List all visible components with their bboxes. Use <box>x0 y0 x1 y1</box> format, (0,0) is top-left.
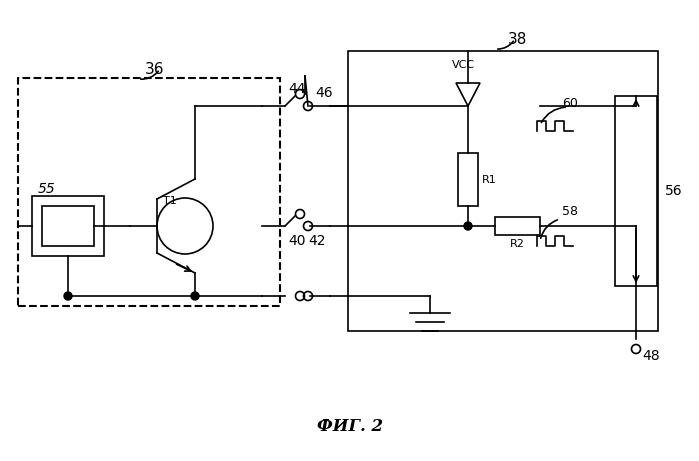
Text: 48: 48 <box>642 349 660 363</box>
Text: ФИГ. 2: ФИГ. 2 <box>317 418 383 435</box>
Text: 58: 58 <box>562 205 578 218</box>
Text: T1: T1 <box>163 196 177 206</box>
Text: 60: 60 <box>562 96 578 110</box>
Circle shape <box>191 292 199 300</box>
Circle shape <box>64 292 72 300</box>
Text: R1: R1 <box>482 175 497 184</box>
Bar <box>32 196 104 256</box>
Text: 46: 46 <box>315 86 333 100</box>
FancyBboxPatch shape <box>18 78 280 306</box>
Text: 42: 42 <box>308 234 326 248</box>
Bar <box>42 206 94 246</box>
Bar <box>495 217 540 235</box>
Text: 36: 36 <box>145 61 165 77</box>
Bar <box>458 153 478 206</box>
Text: 40: 40 <box>288 234 305 248</box>
Circle shape <box>464 222 472 230</box>
Text: R2: R2 <box>510 239 525 249</box>
Bar <box>615 96 657 286</box>
Text: VCC: VCC <box>452 60 475 70</box>
Text: 44: 44 <box>288 82 305 96</box>
Text: 56: 56 <box>665 184 683 198</box>
Bar <box>348 51 658 331</box>
Text: 55: 55 <box>38 182 56 196</box>
Text: 38: 38 <box>508 31 528 47</box>
